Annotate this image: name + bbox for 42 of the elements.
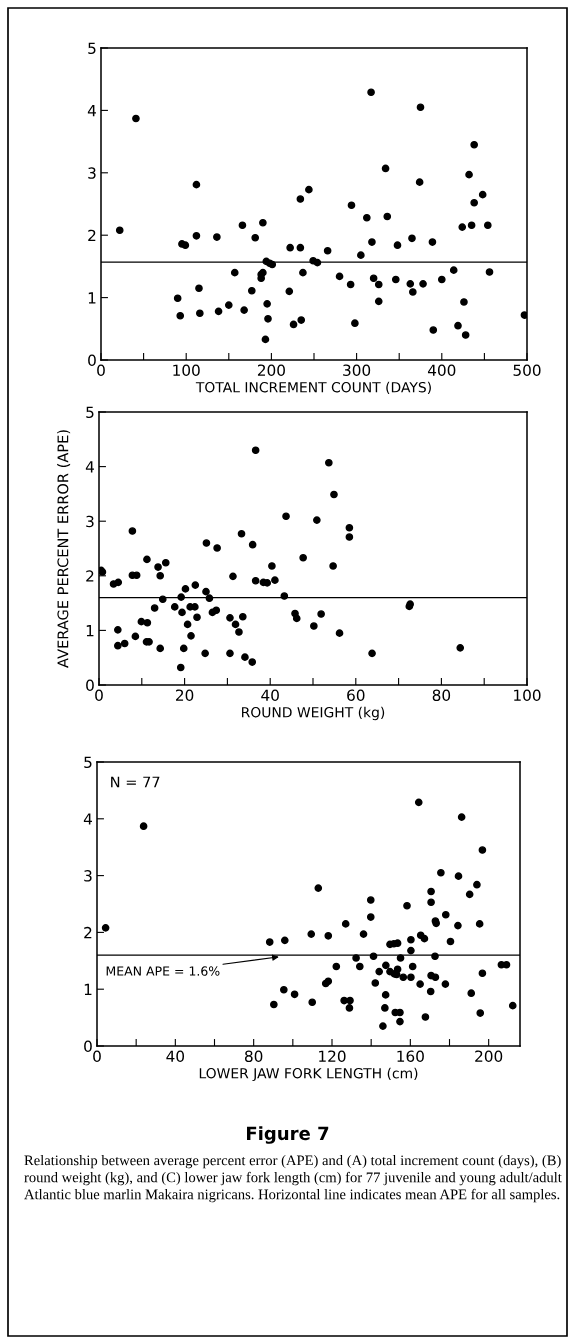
x-tick-label: 100 (514, 689, 541, 701)
y-tick-label: 1 (84, 983, 92, 995)
y-tick-label: 2 (86, 570, 94, 582)
y-axis-title: AVERAGE PERCENT ERROR (APE) (57, 430, 71, 668)
x-axis-title: TOTAL INCREMENT COUNT (DAYS) (195, 381, 431, 395)
x-axis-title: LOWER JAW FORK LENGTH (cm) (199, 1067, 418, 1082)
y-tick-label: 3 (84, 870, 92, 882)
x-tick-label: 60 (347, 689, 365, 701)
x-tick-label: 100 (173, 364, 200, 376)
x-tick-label: 160 (397, 1050, 424, 1062)
annotation: N = 77 (111, 776, 160, 788)
y-tick-label: 0 (84, 1040, 92, 1053)
x-tick-label: 400 (427, 364, 456, 376)
x-tick-label: 20 (176, 689, 194, 701)
x-tick-label: 0 (97, 364, 105, 376)
y-tick-label: 3 (88, 167, 96, 179)
x-axis-title: ROUND WEIGHT (kg) (242, 706, 385, 721)
text: Relationship between average percent error (APE) and (A) total increment count (days), (B) round weight (kg), and (C) lower jaw fork length (cm) for 77 juvenile and young adult/adult Atlantic blue marlin Makaira nigricans. Horizontal line indicates mean APE for all samples. (24, 1155, 562, 1203)
y-tick-label: 0 (86, 679, 94, 692)
x-tick-label: 80 (244, 1050, 263, 1062)
y-tick-label: 1 (88, 292, 96, 304)
x-tick-label: 200 (257, 364, 285, 376)
x-tick-label: 40 (166, 1050, 185, 1062)
ref-line-label: MEAN APE = 1.6% (106, 966, 220, 976)
y-tick-label: 1 (86, 625, 94, 637)
y-tick-label: 5 (88, 42, 96, 55)
x-tick-label: 500 (513, 364, 541, 376)
x-tick-label: 200 (475, 1050, 503, 1062)
y-tick-label: 4 (83, 813, 92, 825)
x-tick-label: 300 (343, 364, 371, 376)
y-tick-label: 0 (88, 354, 96, 367)
y-tick-label: 3 (86, 515, 94, 528)
x-tick-label: 80 (432, 689, 451, 701)
y-tick-label: 5 (86, 406, 94, 419)
x-tick-label: 120 (319, 1050, 346, 1062)
text: Figure 7 (247, 1126, 329, 1144)
y-tick-label: 2 (84, 926, 92, 939)
x-tick-label: 40 (261, 689, 279, 701)
y-tick-label: 5 (84, 756, 92, 769)
y-tick-label: 4 (87, 105, 96, 117)
y-tick-label: 2 (88, 229, 96, 241)
y-tick-label: 4 (85, 461, 94, 473)
